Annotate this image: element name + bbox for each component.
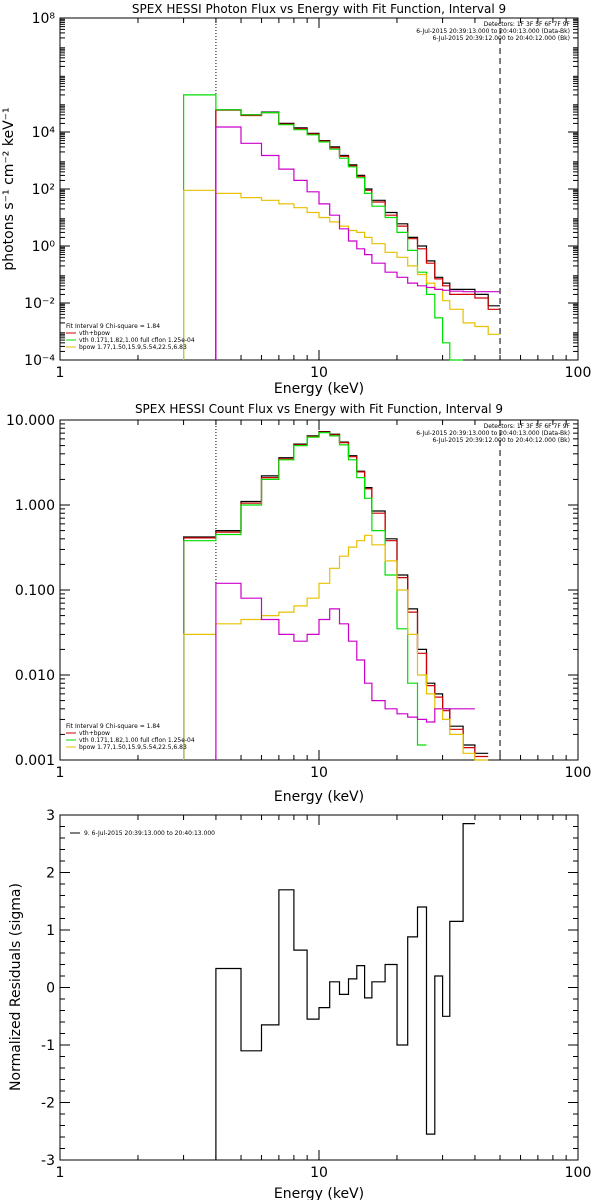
y-axis-label: Normalized Residuals (sigma)	[8, 883, 24, 1091]
y-tick-label: 10²	[32, 182, 55, 198]
x-axis-label: Energy (keV)	[274, 381, 364, 397]
y-tick-label: 3	[46, 808, 55, 824]
series-bkg	[215, 126, 500, 360]
y-tick-label: -1	[41, 1038, 55, 1054]
y-tick-label: 0.001	[15, 753, 55, 769]
y-tick-label: 10.000	[6, 413, 55, 429]
chart-panel-3: 1 10 100 -3 -2 -1 0 1 2 3 Energy (keV) Normalized R…	[8, 808, 591, 1200]
y-tick-label: 2	[46, 866, 55, 882]
x-tick-label: 100	[565, 765, 592, 781]
y-tick-label: 0.100	[15, 583, 55, 599]
x-tick-label: 10	[310, 765, 328, 781]
legend-entry: 9. 6-Jul-2015 20:39:13.000 to 20:40:13.0…	[84, 830, 215, 837]
series-bpow	[183, 534, 489, 761]
header-line: Detectors: 1F 3F 5F 6F 7F 9F	[484, 423, 571, 430]
header-line: 6-Jul-2015 20:39:13.000 to 20:40:13.000 …	[416, 430, 570, 437]
y-tick-label: 0	[46, 981, 55, 997]
legend-entry: bpow 1.77,1.50,15.9,5.54,22.5,6.83	[79, 344, 187, 351]
legend-entry: vth 0.171,1.82,1.00 full cflon 1.25e-04	[79, 737, 195, 744]
plot-frame	[59, 814, 579, 1161]
x-tick-label: 10	[310, 1165, 328, 1181]
legend-entry: vth+bpow	[79, 730, 110, 737]
series-residuals	[215, 823, 475, 1160]
x-tick-label: 10	[310, 365, 328, 381]
series-bkg	[215, 582, 475, 760]
legend-entry: vth 0.171,1.82,1.00 full cflon 1.25e-04	[79, 337, 195, 344]
x-axis-label: Energy (keV)	[274, 1186, 364, 1200]
x-tick-label: 100	[565, 1165, 592, 1181]
y-tick-label: -3	[41, 1153, 55, 1169]
series-data	[215, 109, 500, 360]
y-tick-label: 10⁻⁴	[24, 353, 55, 369]
y-tick-label: 10⁰	[32, 239, 56, 255]
legend-entry: Fit Interval 9 Chi-square = 1.84	[66, 723, 160, 730]
series-vth	[183, 94, 464, 361]
x-tick-label: 1	[56, 365, 65, 381]
y-tick-label: 10⁸	[32, 11, 56, 27]
series-bpow	[183, 189, 500, 360]
y-axis-label: photons s⁻¹ cm⁻² keV⁻¹	[1, 107, 17, 270]
header-line: Detectors: 1F 3F 5F 6F 7F 9F	[484, 21, 571, 28]
y-tick-label: 1.000	[15, 498, 55, 514]
y-tick-label: 10⁻²	[24, 296, 55, 312]
series-vth	[183, 432, 427, 760]
legend-entry: bpow 1.77,1.50,15.9,5.54,22.5,6.83	[79, 744, 187, 751]
chart-title: SPEX HESSI Count Flux vs Energy with Fit…	[135, 402, 503, 416]
x-tick-label: 1	[56, 1165, 65, 1181]
chart-panel-1: SPEX HESSI Photon Flux vs Energy with Fi…	[1, 2, 591, 397]
y-tick-label: 1	[46, 923, 55, 939]
x-tick-label: 1	[56, 765, 65, 781]
y-tick-label: 10⁴	[32, 125, 56, 141]
y-tick-label: -2	[41, 1096, 55, 1112]
chart-title: SPEX HESSI Photon Flux vs Energy with Fi…	[132, 2, 506, 16]
header-line: 6-Jul-2015 20:39:12.000 to 20:40:12.000 …	[432, 437, 570, 444]
chart-panel-2: SPEX HESSI Count Flux vs Energy with Fit…	[6, 402, 591, 805]
header-line: 6-Jul-2015 20:39:13.000 to 20:40:13.000 …	[416, 28, 570, 35]
y-tick-label: 0.010	[15, 668, 55, 684]
series-vth+bpow	[215, 109, 500, 360]
legend-entry: Fit Interval 9 Chi-square = 1.84	[66, 323, 160, 330]
x-axis-label: Energy (keV)	[274, 789, 364, 805]
x-tick-label: 100	[565, 365, 592, 381]
legend-entry: vth+bpow	[79, 330, 110, 337]
header-line: 6-Jul-2015 20:39:12.000 to 20:40:12.000 …	[432, 35, 570, 42]
